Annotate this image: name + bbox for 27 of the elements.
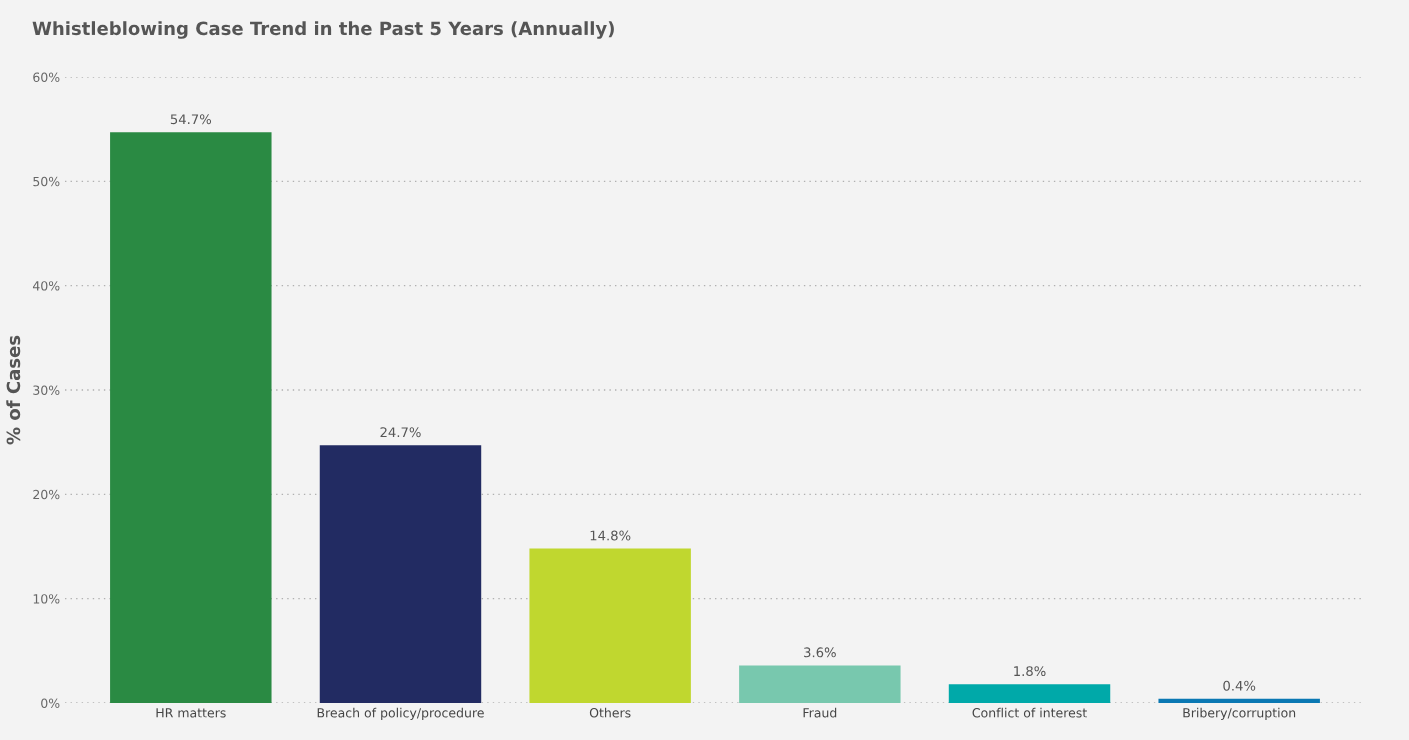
y-tick-label: 10% xyxy=(33,594,60,604)
data-label: 1.8% xyxy=(1014,666,1046,677)
x-tick-label: Conflict of interest xyxy=(972,707,1087,718)
data-label: 24.7% xyxy=(380,427,421,438)
y-tick-label: 50% xyxy=(33,176,60,187)
x-tick-label: Bribery/corruption xyxy=(1183,707,1296,720)
y-tick-label: 60% xyxy=(33,72,60,82)
x-tick-label: Others xyxy=(589,707,631,718)
x-tick-label: Breach of policy/procedure xyxy=(317,707,484,720)
y-tick-label: 30% xyxy=(33,385,60,395)
y-tick-label: 40% xyxy=(32,281,60,291)
bar xyxy=(319,445,482,703)
y-tick-label: 0% xyxy=(41,698,60,708)
y-tick-label: 20% xyxy=(33,489,60,500)
bar xyxy=(1158,698,1320,703)
bar xyxy=(529,548,691,703)
x-tick-label: HR matters xyxy=(156,708,226,718)
x-tick-label: Fraud xyxy=(803,707,837,718)
data-label: 54.7% xyxy=(170,114,212,125)
data-label: 14.8% xyxy=(590,530,631,541)
data-label: 3.6% xyxy=(804,647,836,658)
bar xyxy=(110,132,272,703)
y-axis-title: % of Cases xyxy=(6,335,21,445)
bar xyxy=(948,684,1111,703)
data-label: 0.4% xyxy=(1223,680,1256,691)
bar xyxy=(739,665,901,703)
chart-title: Whistleblowing Case Trend in the Past 5 Years (Annually) xyxy=(32,21,614,39)
